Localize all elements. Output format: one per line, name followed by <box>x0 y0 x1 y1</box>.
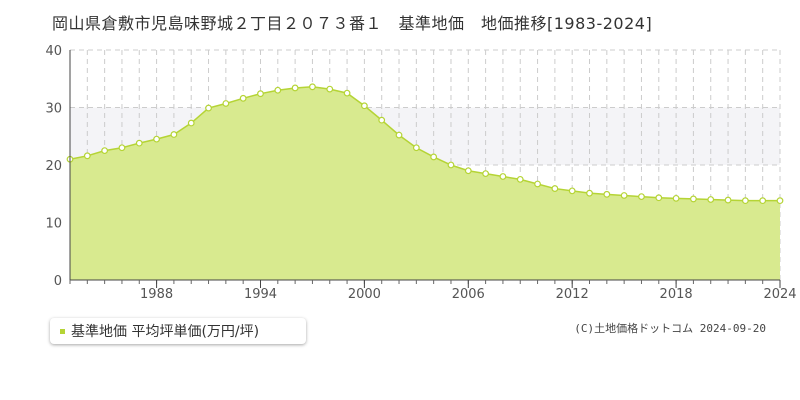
data-point <box>447 161 455 169</box>
data-point <box>101 147 109 155</box>
data-point <box>205 104 212 112</box>
chart-title: 岡山県倉敷市児島味野城２丁目２０７３番１ 基準地価 地価推移[1983-2024… <box>52 14 653 33</box>
data-point <box>343 89 351 97</box>
data-point <box>257 90 264 98</box>
x-tick-label: 1994 <box>244 287 277 302</box>
data-point <box>326 85 334 93</box>
data-point <box>638 193 645 201</box>
x-tick-label: 2012 <box>556 287 589 302</box>
data-point <box>187 119 195 127</box>
data-point <box>83 152 91 160</box>
data-point <box>378 116 386 124</box>
data-point <box>153 135 160 143</box>
data-point <box>464 167 472 175</box>
data-point <box>360 102 368 110</box>
data-point <box>482 170 490 178</box>
data-point <box>586 189 593 197</box>
data-point <box>499 173 507 180</box>
data-point <box>118 144 126 152</box>
x-tick-label: 2018 <box>660 287 693 302</box>
y-tick-label: 40 <box>45 44 62 59</box>
data-point <box>516 175 524 183</box>
data-point <box>239 94 247 102</box>
y-tick-label: 0 <box>54 274 62 289</box>
series-area <box>70 86 780 280</box>
data-point <box>741 197 749 205</box>
data-point <box>170 131 178 138</box>
x-tick-label: 2024 <box>763 287 796 302</box>
data-point <box>291 84 299 92</box>
y-tick-label: 30 <box>45 102 62 117</box>
data-point <box>672 194 680 202</box>
x-tick-label: 2000 <box>348 287 381 302</box>
data-point <box>568 187 576 195</box>
data-point <box>412 144 420 152</box>
y-tick-label: 10 <box>45 217 62 232</box>
legend-label: 基準地価 平均坪単価(万円/坪) <box>71 324 260 340</box>
legend-swatch <box>60 328 65 334</box>
data-point <box>135 139 143 147</box>
x-tick-label: 1988 <box>140 287 173 302</box>
legend: 基準地価 平均坪単価(万円/坪) <box>50 318 306 344</box>
data-point <box>551 185 559 192</box>
y-tick-label: 20 <box>45 159 62 174</box>
data-point <box>534 180 541 188</box>
data-point <box>603 190 611 198</box>
data-point <box>759 197 767 205</box>
data-point <box>776 197 784 205</box>
data-point <box>724 196 732 204</box>
data-point <box>274 86 282 94</box>
data-point <box>707 196 715 203</box>
data-point <box>309 83 316 91</box>
copyright-text: (C)土地価格ドットコム 2024-09-20 <box>574 322 766 335</box>
x-tick-label: 2006 <box>452 287 485 302</box>
data-point <box>395 131 403 139</box>
data-point <box>620 192 628 199</box>
data-point <box>655 194 663 202</box>
data-point <box>430 153 438 161</box>
data-point <box>690 195 697 203</box>
data-point <box>222 100 230 107</box>
